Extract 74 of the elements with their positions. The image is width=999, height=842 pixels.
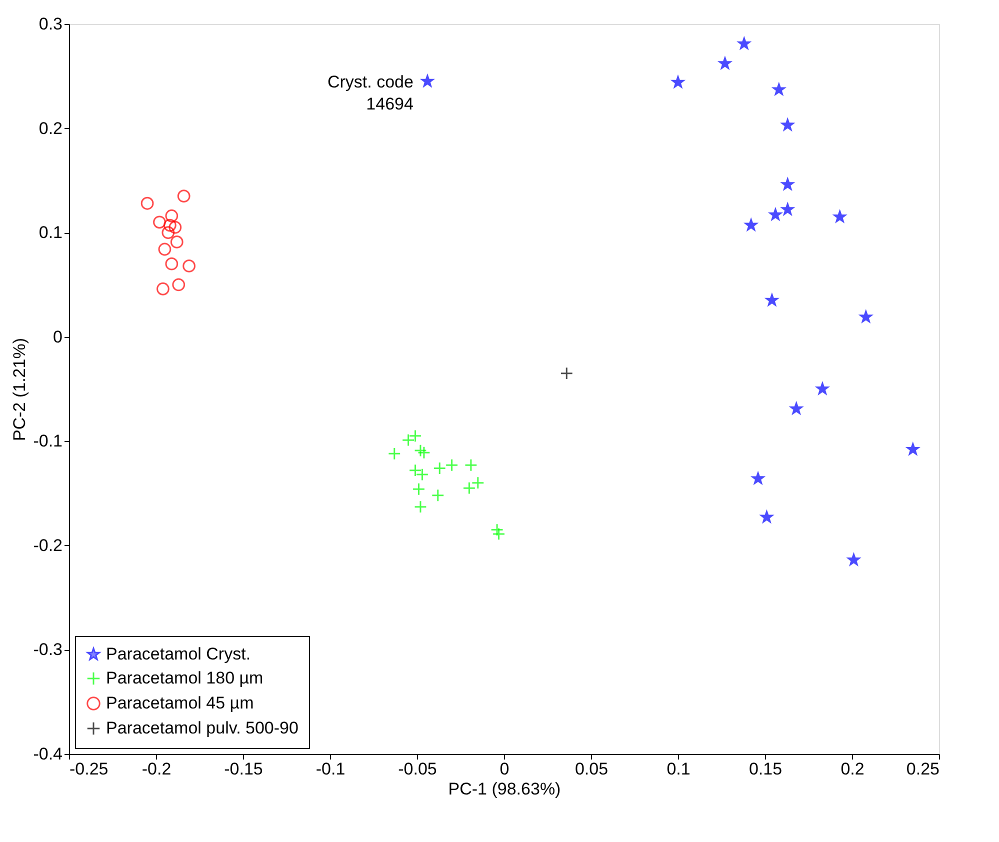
- x-tick-label: -0.25: [70, 760, 108, 778]
- point: [412, 482, 426, 496]
- point: [718, 57, 732, 69]
- x-tick-label: 0.2: [840, 760, 864, 778]
- point: [781, 178, 794, 190]
- legend-label: Paracetamol 45 µm: [106, 694, 254, 712]
- point: [156, 282, 170, 296]
- y-tick-label: -0.4: [33, 744, 62, 764]
- point: [140, 196, 154, 210]
- point: [414, 444, 427, 457]
- y-tick-label: -0.1: [33, 432, 62, 451]
- point: [772, 83, 786, 96]
- point: [168, 220, 182, 234]
- x-tick-label: 0: [500, 760, 510, 778]
- x-tick-label: -0.2: [142, 760, 172, 778]
- point: [388, 447, 401, 460]
- point: [464, 458, 478, 472]
- point: [170, 236, 184, 248]
- x-tick-label: 0.15: [748, 760, 782, 778]
- point: [738, 37, 750, 50]
- point: [744, 218, 758, 231]
- point: [408, 429, 422, 442]
- point: [177, 190, 190, 203]
- point: [490, 523, 504, 536]
- point: [414, 500, 427, 514]
- point: [781, 118, 794, 131]
- point: [752, 472, 764, 484]
- point: [816, 382, 829, 394]
- point: [834, 210, 846, 222]
- x-tick-label: 0.1: [666, 760, 690, 778]
- point: [760, 510, 773, 523]
- point: [182, 260, 196, 272]
- legend-label: Paracetamol 180 µm: [106, 668, 264, 688]
- x-axis-title: PC-1 (98.63%): [448, 780, 561, 798]
- point: [781, 203, 794, 215]
- point: [153, 216, 166, 229]
- legend-label: Paracetamol Cryst.: [106, 644, 251, 664]
- y-tick-label: -0.2: [33, 536, 62, 555]
- point: [848, 554, 860, 566]
- point: [672, 76, 684, 88]
- x-tick-label: 0.25: [906, 760, 940, 778]
- point: [418, 446, 430, 460]
- point: [492, 528, 506, 540]
- point: [462, 482, 476, 495]
- legend-label: Paracetamol pulv. 500-90: [106, 718, 298, 738]
- y-tick-label: -0.3: [33, 640, 62, 660]
- point: [860, 310, 872, 322]
- point: [402, 434, 415, 447]
- point: [766, 294, 778, 306]
- y-tick-label: 0.3: [38, 14, 62, 34]
- y-tick-label: 0.2: [38, 118, 62, 138]
- point: [769, 208, 782, 220]
- point: [163, 218, 176, 232]
- x-tick-label: -0.15: [224, 760, 263, 778]
- x-tick-label: 0.05: [574, 760, 608, 778]
- x-tick-label: -0.1: [316, 760, 346, 778]
- point: [165, 257, 178, 270]
- y-tick-label: 0.1: [38, 223, 62, 242]
- y-axis-title: PC-2 (1.21%): [10, 338, 30, 441]
- annotation: Cryst. code 14694: [327, 72, 414, 114]
- point: [162, 226, 175, 240]
- point: [431, 488, 444, 502]
- point: [172, 278, 186, 292]
- point: [790, 402, 802, 414]
- x-tick-label: -0.05: [398, 760, 437, 778]
- point: [433, 462, 446, 475]
- point: [471, 476, 484, 490]
- point: [560, 366, 574, 380]
- point: [906, 443, 920, 455]
- point: [445, 458, 458, 472]
- y-tick-label: 0: [53, 327, 62, 346]
- point: [158, 242, 172, 256]
- point: [165, 209, 178, 222]
- point: [421, 74, 434, 87]
